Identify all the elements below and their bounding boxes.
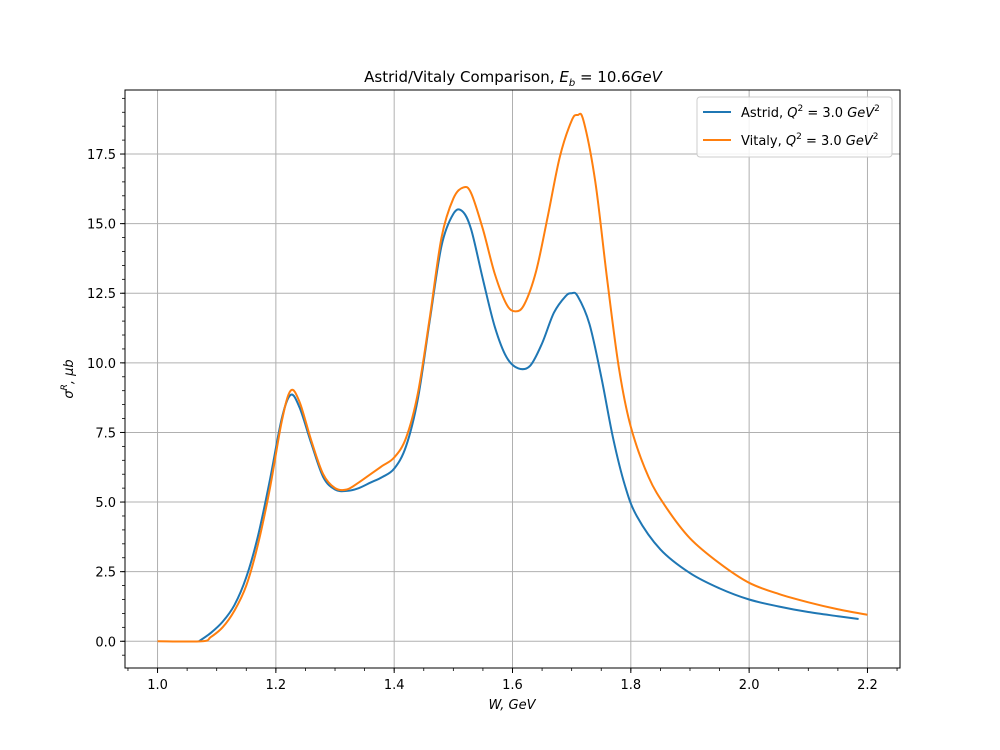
series-line-vitaly [157,112,868,643]
y-tick-label: 7.5 [95,426,116,441]
ticks: 1.0 1.2 1.4 1.6 1.8 2.0 2.2 0.0 2.5 5.0 7.5 10.0 12.… [87,97,898,693]
plot-lines [157,112,868,643]
x-axis-label: W, GeV [488,698,536,713]
y-tick-label: 12.5 [87,287,116,302]
x-tick-label: 1.0 [147,678,168,693]
x-tick-label: 1.4 [384,678,405,693]
legend: Astrid, Q2 = 3.0 GeV2 Vitaly, Q2 = 3.0 G… [696,96,893,158]
x-tick-label: 2.0 [739,678,760,693]
y-tick-label: 5.0 [95,496,116,511]
series-line-astrid [198,208,859,643]
legend-entry-astrid: Astrid, Q2 = 3.0 GeV2 [741,104,880,121]
x-tick-label: 1.8 [620,678,641,693]
y-tick-label: 2.5 [95,566,116,581]
y-tick-label: 10.0 [87,357,116,372]
y-axis-label: σR, μb [60,359,77,398]
chart-title: Astrid/Vitaly Comparison, Eb = 10.6GeV [364,68,663,89]
legend-entry-vitaly: Vitaly, Q2 = 3.0 GeV2 [741,132,879,149]
x-tick-label: 1.2 [266,678,287,693]
y-tick-label: 0.0 [95,635,116,650]
y-tick-label: 17.5 [87,148,116,163]
legend-box [696,96,893,158]
x-tick-label: 2.2 [857,678,878,693]
y-tick-label: 15.0 [87,218,116,233]
grid [125,90,900,668]
x-tick-label: 1.6 [502,678,523,693]
